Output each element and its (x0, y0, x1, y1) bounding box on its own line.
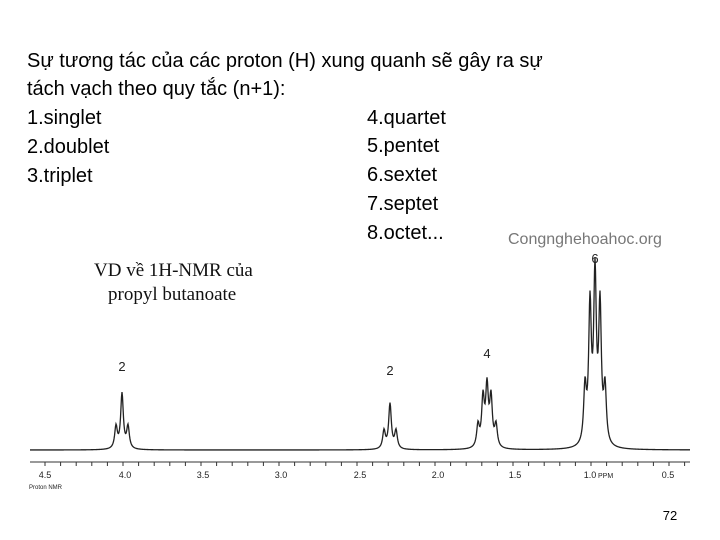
list-item: 3.triplet (27, 165, 93, 187)
spectrum-trace (30, 257, 690, 451)
intro-line: tách vạch theo quy tắc (n+1): (27, 77, 286, 100)
axis-label: 3.0 (275, 470, 288, 480)
axis-ticks (44, 462, 686, 466)
axis-label: 3.5 (197, 470, 210, 480)
axis-label: 2.5 (354, 470, 367, 480)
watermark: Congnghehoahoc.org (508, 231, 662, 248)
list-item: 4.quartet (367, 107, 446, 129)
axis-label: 4.0 (119, 470, 132, 480)
list-item: 7.septet (367, 193, 439, 215)
axis-label: 0.5 (662, 470, 675, 480)
list-item: 8.octet... (367, 222, 444, 244)
integration-label: 4 (483, 346, 490, 361)
axis-unit: PPM (598, 473, 613, 480)
page-number: 72 (663, 508, 677, 523)
list-item: 6.sextet (367, 164, 437, 186)
integration-label: 2 (118, 359, 125, 374)
figure-caption: propyl butanoate (108, 284, 236, 305)
axis-label: 4.5 (39, 470, 52, 480)
list-item: 5.pentet (367, 135, 440, 157)
list-item: 1.singlet (27, 107, 102, 129)
list-item: 2.doublet (27, 136, 110, 158)
axis-label: 1.5 (509, 470, 522, 480)
axis-label: 1.0 (584, 470, 597, 480)
axis-label: 2.0 (432, 470, 445, 480)
figure-caption: VD về 1H-NMR của (94, 260, 253, 281)
axis-caption: Proton NMR (29, 485, 63, 491)
intro-line: Sự tương tác của các proton (H) xung qua… (27, 50, 543, 72)
integration-label: 2 (386, 363, 393, 378)
